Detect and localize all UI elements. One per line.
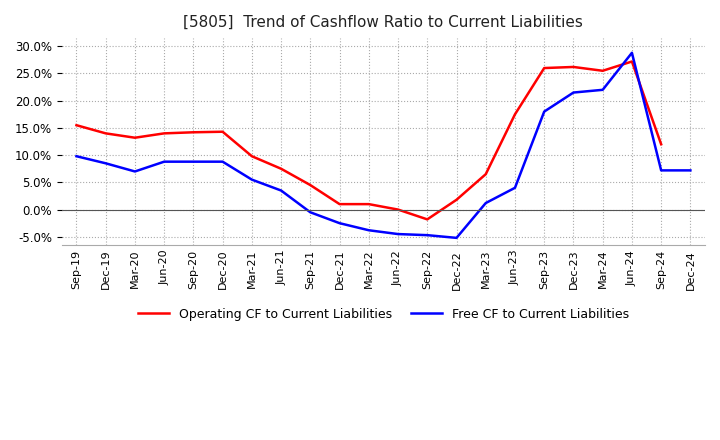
Title: [5805]  Trend of Cashflow Ratio to Current Liabilities: [5805] Trend of Cashflow Ratio to Curren…: [184, 15, 583, 30]
Operating CF to Current Liabilities: [598, 68, 607, 73]
Operating CF to Current Liabilities: [364, 202, 373, 207]
Line: Free CF to Current Liabilities: Free CF to Current Liabilities: [76, 53, 690, 238]
Operating CF to Current Liabilities: [276, 166, 285, 172]
Free CF to Current Liabilities: [72, 154, 81, 159]
Operating CF to Current Liabilities: [218, 129, 227, 134]
Operating CF to Current Liabilities: [160, 131, 168, 136]
Operating CF to Current Liabilities: [452, 197, 461, 202]
Free CF to Current Liabilities: [336, 220, 344, 226]
Free CF to Current Liabilities: [510, 185, 519, 191]
Free CF to Current Liabilities: [686, 168, 695, 173]
Free CF to Current Liabilities: [628, 50, 636, 55]
Operating CF to Current Liabilities: [189, 130, 198, 135]
Operating CF to Current Liabilities: [657, 142, 665, 147]
Operating CF to Current Liabilities: [482, 172, 490, 177]
Operating CF to Current Liabilities: [569, 64, 577, 70]
Free CF to Current Liabilities: [130, 169, 139, 174]
Free CF to Current Liabilities: [248, 177, 256, 182]
Free CF to Current Liabilities: [482, 200, 490, 205]
Operating CF to Current Liabilities: [510, 112, 519, 117]
Operating CF to Current Liabilities: [306, 183, 315, 188]
Free CF to Current Liabilities: [102, 161, 110, 166]
Operating CF to Current Liabilities: [102, 131, 110, 136]
Operating CF to Current Liabilities: [628, 59, 636, 64]
Operating CF to Current Liabilities: [394, 207, 402, 212]
Operating CF to Current Liabilities: [540, 66, 549, 71]
Free CF to Current Liabilities: [306, 209, 315, 215]
Free CF to Current Liabilities: [423, 232, 431, 238]
Operating CF to Current Liabilities: [130, 135, 139, 140]
Free CF to Current Liabilities: [540, 109, 549, 114]
Operating CF to Current Liabilities: [248, 154, 256, 159]
Operating CF to Current Liabilities: [336, 202, 344, 207]
Free CF to Current Liabilities: [218, 159, 227, 164]
Operating CF to Current Liabilities: [72, 123, 81, 128]
Free CF to Current Liabilities: [394, 231, 402, 237]
Free CF to Current Liabilities: [160, 159, 168, 164]
Free CF to Current Liabilities: [189, 159, 198, 164]
Free CF to Current Liabilities: [452, 235, 461, 241]
Free CF to Current Liabilities: [364, 227, 373, 233]
Free CF to Current Liabilities: [276, 188, 285, 193]
Free CF to Current Liabilities: [598, 87, 607, 92]
Line: Operating CF to Current Liabilities: Operating CF to Current Liabilities: [76, 62, 661, 220]
Free CF to Current Liabilities: [657, 168, 665, 173]
Free CF to Current Liabilities: [569, 90, 577, 95]
Legend: Operating CF to Current Liabilities, Free CF to Current Liabilities: Operating CF to Current Liabilities, Fre…: [132, 303, 634, 326]
Operating CF to Current Liabilities: [423, 217, 431, 222]
